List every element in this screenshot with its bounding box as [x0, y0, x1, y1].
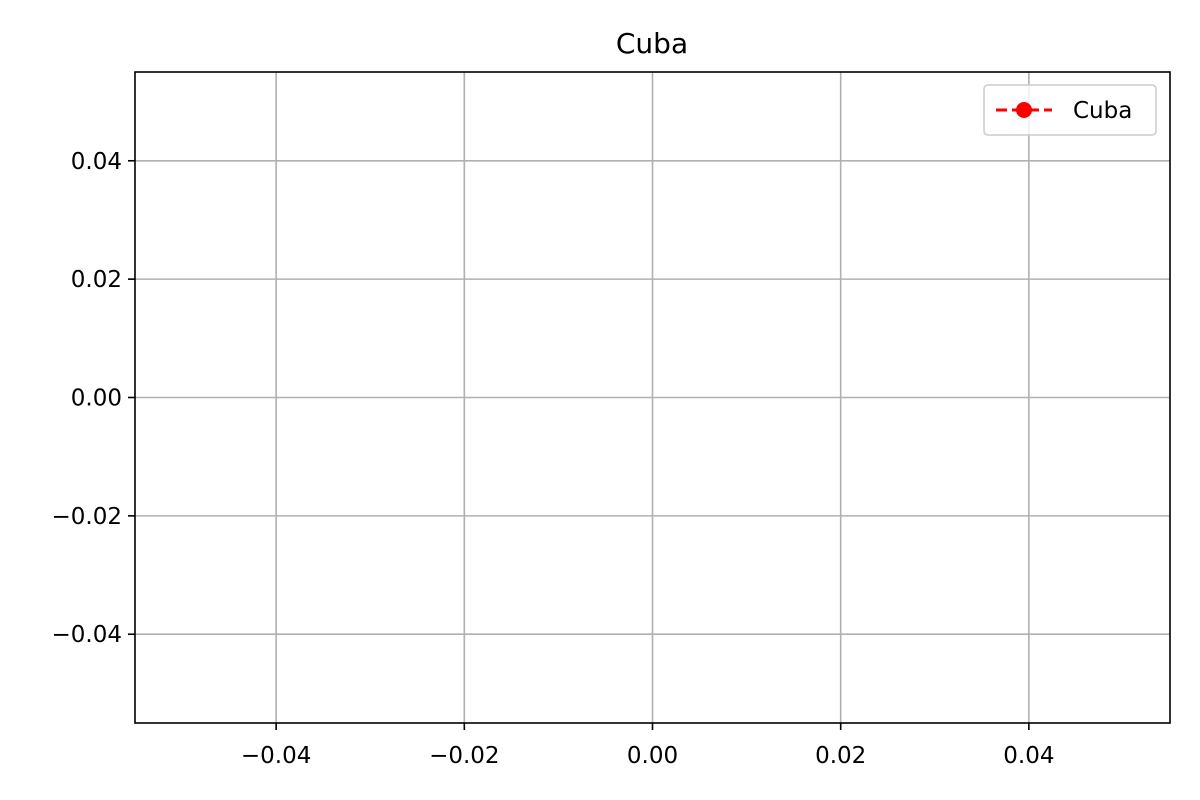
- legend-label: Cuba: [1073, 98, 1132, 124]
- chart-title: Cuba: [616, 27, 688, 60]
- legend-marker-icon: [1016, 102, 1032, 118]
- legend-frame: [983, 84, 1157, 136]
- legend: Cuba: [983, 84, 1157, 136]
- x-tick-label: 0.00: [627, 743, 678, 769]
- x-tick-label: −0.04: [241, 743, 311, 769]
- y-tick-label: 0.04: [71, 149, 122, 175]
- y-grid-lines: [135, 159, 1170, 636]
- y-tick-label: 0.02: [71, 267, 122, 293]
- x-tick-label: −0.02: [429, 743, 499, 769]
- y-tick-label: −0.02: [52, 504, 122, 530]
- x-tick-label: 0.04: [1003, 743, 1054, 769]
- x-tick-label: 0.02: [815, 743, 866, 769]
- x-axis: −0.04 −0.02 0.00 0.02 0.04: [241, 723, 1054, 769]
- y-tick-label: −0.04: [52, 622, 122, 648]
- y-axis: 0.04 0.02 0.00 −0.02 −0.04: [52, 149, 135, 648]
- y-tick-label: 0.00: [71, 386, 122, 412]
